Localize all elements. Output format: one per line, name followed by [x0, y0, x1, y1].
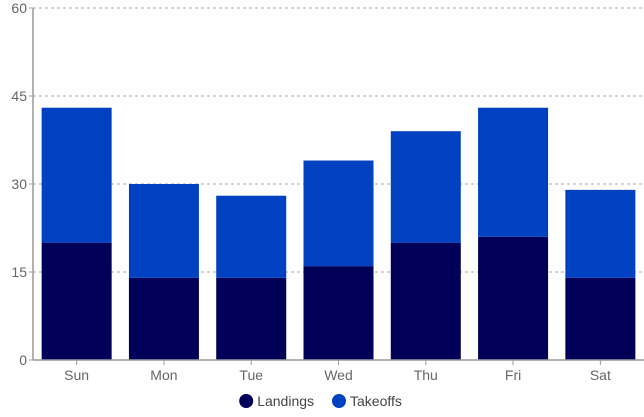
x-tick-labels: Sun Mon Tue Wed Thu Fri Sat: [64, 367, 611, 383]
bars: [41, 107, 636, 360]
y-tick-label: 60: [11, 0, 27, 16]
bar-takeoffs-mon[interactable]: [128, 184, 199, 278]
y-tick-label: 15: [11, 264, 27, 280]
x-tick-label: Sun: [64, 367, 89, 383]
x-tick-label: Fri: [505, 367, 521, 383]
x-tick-label: Mon: [150, 367, 177, 383]
y-tick-label: 0: [19, 352, 27, 368]
bar-takeoffs-sun[interactable]: [41, 107, 112, 243]
legend-swatch: [332, 394, 346, 408]
legend: Landings Takeoffs: [239, 393, 402, 409]
bar-takeoffs-thu[interactable]: [390, 131, 461, 243]
bar-landings-wed[interactable]: [303, 266, 374, 360]
legend-swatch: [239, 394, 254, 408]
x-tick-label: Tue: [239, 367, 263, 383]
bar-takeoffs-tue[interactable]: [216, 195, 287, 278]
axes: [29, 7, 644, 365]
bar-takeoffs-wed[interactable]: [303, 160, 374, 267]
legend-label: Landings: [257, 393, 314, 409]
bar-landings-tue[interactable]: [216, 277, 287, 360]
x-tick-label: Thu: [414, 367, 438, 383]
y-tick-label: 45: [11, 88, 27, 104]
bar-takeoffs-fri[interactable]: [478, 107, 549, 237]
bar-landings-thu[interactable]: [390, 242, 461, 360]
bar-landings-fri[interactable]: [478, 236, 549, 360]
x-tick-label: Sat: [590, 367, 611, 383]
bar-landings-mon[interactable]: [128, 277, 199, 360]
legend-item-landings[interactable]: Landings: [239, 393, 314, 409]
y-tick-label: 30: [11, 176, 27, 192]
bar-landings-sat[interactable]: [565, 277, 636, 360]
x-tick-label: Wed: [324, 367, 353, 383]
bar-landings-sun[interactable]: [41, 242, 112, 360]
legend-item-takeoffs[interactable]: Takeoffs: [332, 393, 402, 409]
legend-label: Takeoffs: [350, 393, 402, 409]
y-tick-labels: 0 15 30 45 60: [11, 0, 27, 368]
bar-takeoffs-sat[interactable]: [565, 189, 636, 278]
